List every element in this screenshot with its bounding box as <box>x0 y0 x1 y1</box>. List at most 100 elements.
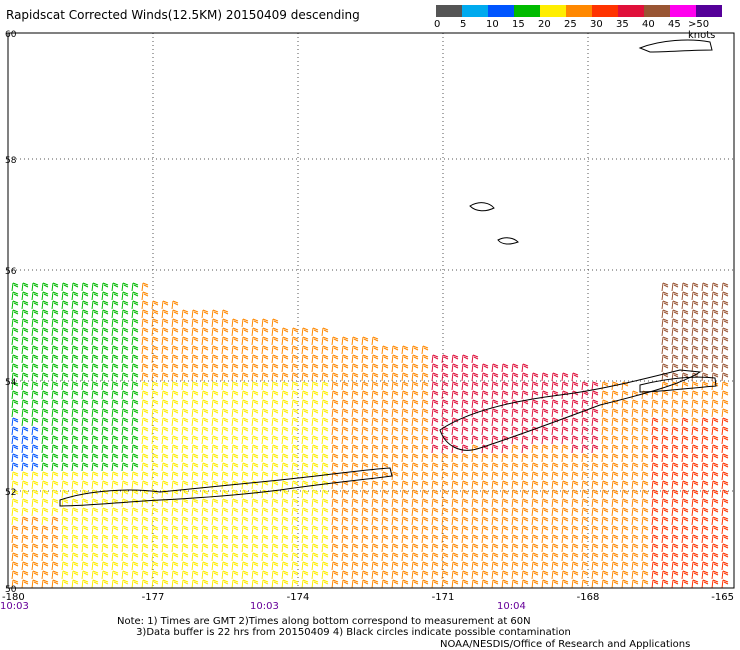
wind-barb <box>431 489 439 499</box>
wind-barb <box>661 543 669 553</box>
wind-barb <box>681 345 689 355</box>
wind-barb <box>331 570 339 580</box>
wind-barb <box>531 579 539 589</box>
wind-barb <box>591 561 599 571</box>
wind-barb <box>21 516 29 526</box>
wind-barb <box>411 390 419 400</box>
wind-barb <box>651 516 659 526</box>
wind-barb <box>421 435 429 445</box>
wind-barb <box>421 507 429 517</box>
wind-barb <box>371 417 379 427</box>
wind-barb <box>151 318 159 328</box>
wind-barb <box>551 507 559 517</box>
wind-barb <box>51 372 59 382</box>
wind-barb <box>481 579 489 589</box>
wind-barb <box>441 498 449 508</box>
wind-barb <box>311 354 319 364</box>
wind-barb <box>691 435 699 445</box>
wind-barb <box>301 372 309 382</box>
wind-barb <box>681 453 689 463</box>
wind-barb <box>71 507 79 517</box>
wind-barb <box>191 579 199 589</box>
wind-barb <box>31 336 39 346</box>
wind-barb <box>61 354 69 364</box>
wind-barb <box>181 453 189 463</box>
wind-barb <box>261 507 269 517</box>
wind-barb <box>101 525 109 535</box>
wind-barb <box>371 336 379 346</box>
wind-barb <box>611 552 619 562</box>
wind-barb <box>711 399 719 409</box>
wind-barb <box>21 309 29 319</box>
wind-barb <box>181 426 189 436</box>
legend-label: 0 <box>434 19 441 30</box>
wind-barb <box>121 534 129 544</box>
wind-barb <box>191 471 199 481</box>
wind-barb <box>221 480 229 490</box>
wind-barb <box>451 426 459 436</box>
wind-barb <box>501 417 509 427</box>
wind-barb <box>311 435 319 445</box>
wind-barb <box>541 381 549 391</box>
wind-barb <box>601 507 609 517</box>
wind-barb <box>611 426 619 436</box>
wind-barb <box>21 444 29 454</box>
wind-barb <box>401 516 409 526</box>
wind-barb <box>351 498 359 508</box>
wind-barb <box>81 516 89 526</box>
wind-barb <box>271 471 279 481</box>
wind-barb <box>171 525 179 535</box>
wind-barb <box>151 381 159 391</box>
wind-barb <box>241 417 249 427</box>
wind-barb <box>331 453 339 463</box>
wind-barb <box>341 453 349 463</box>
wind-barb <box>421 579 429 589</box>
wind-barb <box>61 381 69 391</box>
wind-barb <box>151 480 159 490</box>
wind-barb <box>341 363 349 373</box>
wind-barb <box>161 408 169 418</box>
wind-barb <box>341 489 349 499</box>
wind-barb <box>121 381 129 391</box>
wind-barb <box>101 444 109 454</box>
wind-barb <box>671 507 679 517</box>
wind-barb <box>281 372 289 382</box>
wind-barb <box>11 471 19 481</box>
wind-barb <box>701 426 709 436</box>
wind-barb <box>441 534 449 544</box>
wind-barb <box>101 318 109 328</box>
wind-barb <box>581 435 589 445</box>
wind-barb <box>671 516 679 526</box>
wind-barb <box>571 570 579 580</box>
wind-barb <box>51 462 59 472</box>
wind-barb <box>201 552 209 562</box>
wind-barb <box>261 417 269 427</box>
wind-barb <box>261 426 269 436</box>
wind-barb <box>501 579 509 589</box>
wind-barb <box>291 525 299 535</box>
wind-barb <box>351 453 359 463</box>
wind-barb <box>591 552 599 562</box>
wind-barb <box>51 399 59 409</box>
wind-barb <box>551 390 559 400</box>
wind-barb <box>101 417 109 427</box>
wind-barb <box>641 453 649 463</box>
wind-barb <box>11 336 19 346</box>
wind-barb <box>441 444 449 454</box>
wind-barb <box>121 336 129 346</box>
wind-barb <box>301 354 309 364</box>
wind-barb <box>231 507 239 517</box>
wind-barb <box>201 525 209 535</box>
wind-barb <box>471 354 479 364</box>
wind-barb <box>711 300 719 310</box>
wind-barb <box>541 570 549 580</box>
wind-barb <box>451 579 459 589</box>
wind-barb <box>61 327 69 337</box>
wind-barb <box>21 561 29 571</box>
wind-barb <box>101 516 109 526</box>
wind-barb <box>181 336 189 346</box>
wind-barb <box>411 363 419 373</box>
wind-barb <box>671 291 679 301</box>
wind-barb <box>21 318 29 328</box>
